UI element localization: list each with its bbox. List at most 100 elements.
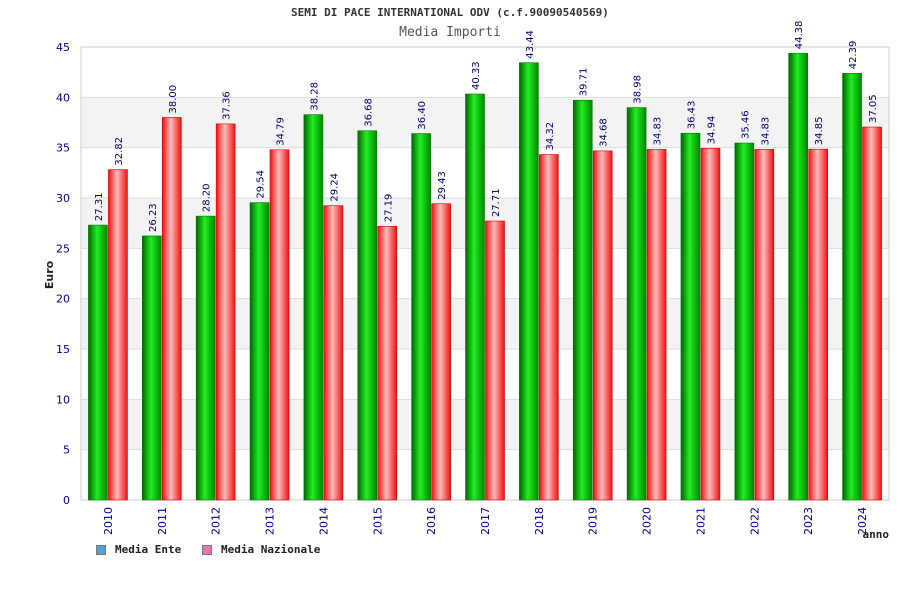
y-tick-label: 30: [56, 192, 70, 205]
data-label-nazionale: 34.83: [760, 117, 771, 146]
legend-swatch-ente: [96, 544, 106, 555]
bar-media-nazionale: [646, 149, 667, 501]
data-label-ente: 38.98: [633, 75, 644, 104]
grid-band: [81, 399, 889, 450]
data-label-ente: 36.68: [363, 98, 374, 127]
bar-media-nazionale: [108, 169, 128, 501]
data-label-ente: 43.44: [525, 30, 536, 59]
x-tick-label: 2011: [156, 507, 169, 535]
grid-band: [81, 449, 889, 500]
data-label-ente: 36.40: [417, 101, 428, 130]
data-label-ente: 35.46: [740, 110, 751, 139]
chart-title: SEMI DI PACE INTERNATIONAL ODV (c.f.9009…: [291, 6, 609, 19]
x-tick-label: 2018: [533, 507, 546, 535]
x-tick-label: 2021: [694, 507, 707, 535]
y-tick-label: 20: [56, 293, 70, 306]
data-label-nazionale: 34.83: [653, 117, 664, 146]
x-axis-label: anno: [863, 528, 890, 541]
bar-media-ente: [142, 235, 162, 501]
bar-media-ente: [357, 130, 378, 501]
x-tick-label: 2012: [210, 507, 223, 535]
bar-media-nazionale: [808, 148, 829, 501]
data-label-ente: 36.43: [686, 101, 697, 130]
y-tick-label: 15: [56, 343, 70, 356]
x-tick-label: 2019: [587, 507, 600, 535]
data-label-nazionale: 34.94: [706, 116, 717, 145]
bar-media-ente: [249, 202, 270, 501]
x-tick-label: 2010: [102, 507, 115, 535]
bar-media-ente: [195, 215, 216, 501]
x-tick-label: 2013: [264, 507, 277, 535]
bar-media-ente: [411, 133, 431, 501]
grid-band: [81, 97, 889, 148]
data-label-nazionale: 34.79: [276, 117, 287, 146]
y-tick-label: 10: [56, 393, 70, 406]
data-label-nazionale: 27.71: [491, 188, 502, 217]
x-tick-label: 2015: [371, 507, 384, 535]
x-tick-label: 2020: [641, 507, 654, 535]
y-tick-label: 45: [56, 41, 70, 54]
grid-band: [81, 147, 889, 198]
bar-media-nazionale: [592, 150, 613, 501]
bar-media-nazionale: [700, 147, 721, 501]
data-label-nazionale: 27.19: [383, 194, 394, 223]
data-label-ente: 38.28: [309, 82, 320, 111]
grid-band: [81, 198, 889, 249]
x-tick-label: 2017: [479, 507, 492, 535]
bar-media-nazionale: [269, 149, 290, 501]
data-label-nazionale: 37.36: [222, 91, 233, 120]
data-label-nazionale: 34.85: [814, 117, 825, 146]
grid-band: [81, 248, 889, 299]
legend-item-nazionale: Media Nazionale: [202, 543, 320, 556]
bar-media-nazionale: [323, 205, 344, 501]
data-label-nazionale: 34.32: [545, 122, 556, 151]
bar-media-ente: [572, 99, 593, 501]
data-label-ente: 42.39: [848, 41, 859, 70]
bar-media-nazionale: [162, 117, 182, 501]
grid-band: [81, 298, 889, 349]
x-tick-label: 2014: [317, 507, 330, 535]
legend-item-ente: Media Ente: [96, 543, 181, 556]
y-tick-label: 0: [63, 494, 70, 507]
data-label-ente: 26.23: [148, 203, 159, 232]
bar-media-nazionale: [754, 149, 775, 501]
data-label-nazionale: 37.05: [868, 94, 879, 123]
data-label-nazionale: 38.00: [168, 85, 179, 114]
legend-label-ente: Media Ente: [115, 543, 182, 556]
bar-media-nazionale: [485, 220, 505, 501]
plot-border: [80, 46, 890, 501]
bar-media-ente: [88, 224, 108, 501]
chart-subtitle: Media Importi: [399, 25, 501, 40]
x-tick-label: 2024: [856, 507, 869, 535]
y-tick-label: 25: [56, 242, 70, 255]
x-tick-label: 2022: [748, 507, 761, 535]
data-label-ente: 29.54: [256, 170, 267, 199]
bar-media-ente: [842, 72, 862, 501]
data-label-nazionale: 29.43: [437, 171, 448, 200]
y-tick-label: 40: [56, 91, 70, 104]
data-label-ente: 40.33: [471, 61, 482, 90]
legend-swatch-nazionale: [202, 544, 212, 555]
y-tick-label: 35: [56, 142, 70, 155]
bar-media-ente: [626, 107, 647, 501]
data-label-nazionale: 34.68: [599, 118, 610, 147]
bar-media-ente: [734, 142, 755, 501]
data-label-nazionale: 29.24: [329, 173, 340, 202]
data-label-ente: 27.31: [94, 192, 105, 221]
legend-label-nazionale: Media Nazionale: [221, 543, 321, 556]
bar-media-nazionale: [431, 203, 451, 501]
bar-media-nazionale: [862, 126, 882, 501]
bar-media-ente: [680, 132, 701, 501]
bar-media-ente: [303, 114, 324, 501]
bar-media-nazionale: [377, 225, 398, 501]
data-label-ente: 44.38: [794, 21, 805, 50]
bar-media-ente: [465, 93, 485, 501]
grid-band: [81, 349, 889, 400]
y-axis-label: Euro: [43, 260, 56, 289]
data-label-nazionale: 32.82: [114, 137, 125, 166]
bar-media-ente: [788, 52, 809, 501]
bar-media-nazionale: [539, 154, 559, 501]
grid-band: [81, 47, 889, 98]
data-label-ente: 39.71: [579, 68, 590, 97]
